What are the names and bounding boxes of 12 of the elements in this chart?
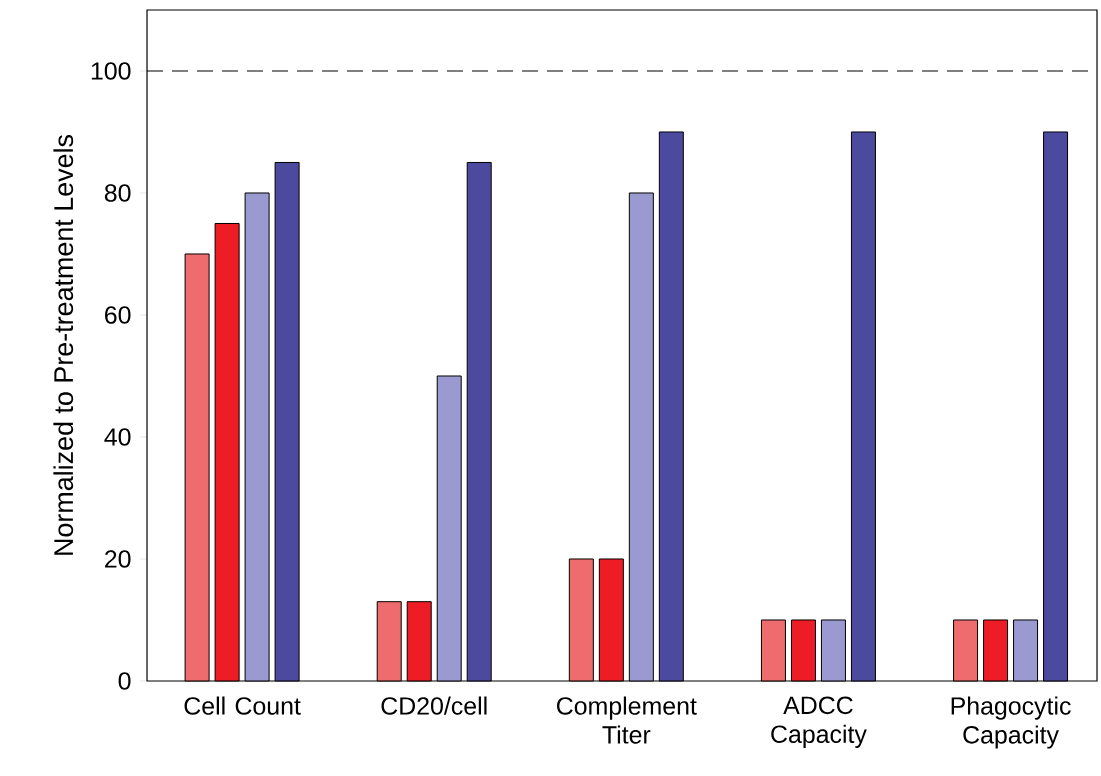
- y-axis-title: Normalized to Pre-treatment Levels: [53, 134, 74, 555]
- x-tick-label: CD20/cell: [381, 696, 487, 715]
- y-tick-label: 60: [105, 306, 131, 324]
- y-tick-label: 20: [105, 550, 131, 568]
- y-tick-label: 80: [104, 184, 131, 202]
- y-tick-label: 100: [91, 62, 131, 80]
- x-tick-label: Phagocytic Capacity: [951, 696, 1071, 749]
- x-tick-label: Cell Count: [184, 696, 301, 715]
- x-tick-label: ADCC Capacity: [771, 696, 867, 748]
- x-tick-label: Complement Titer: [557, 696, 697, 744]
- y-tick-label: 40: [104, 428, 131, 446]
- y-tick-label: 0: [118, 672, 131, 690]
